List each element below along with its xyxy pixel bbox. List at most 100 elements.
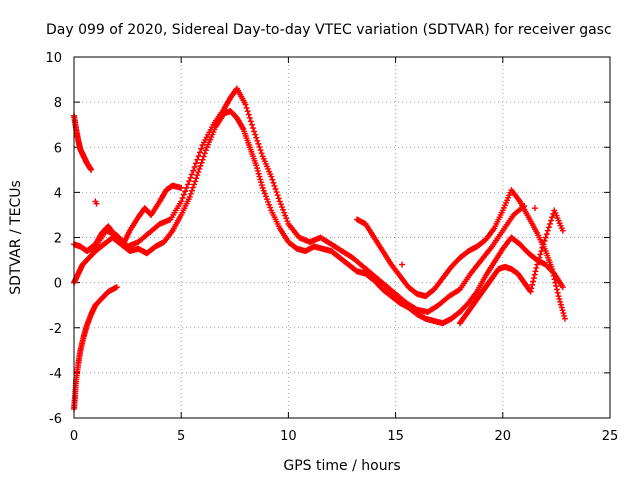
data-point bbox=[561, 312, 568, 319]
data-point bbox=[254, 137, 261, 144]
data-point bbox=[282, 212, 289, 219]
data-point bbox=[527, 288, 534, 295]
data-point bbox=[544, 227, 551, 234]
data-point bbox=[529, 281, 536, 288]
data-point bbox=[530, 278, 537, 285]
y-tick-label: 2 bbox=[54, 232, 62, 247]
data-point bbox=[280, 206, 287, 213]
data-point bbox=[549, 214, 556, 221]
data-point bbox=[201, 150, 208, 157]
data-point bbox=[268, 173, 275, 180]
data-point bbox=[539, 244, 546, 251]
data-point bbox=[281, 209, 288, 216]
series-isolated-points bbox=[92, 198, 538, 268]
data-point bbox=[550, 272, 557, 279]
data-point bbox=[258, 150, 265, 157]
x-axis-label: GPS time / hours bbox=[283, 458, 400, 474]
data-point bbox=[554, 289, 561, 296]
data-point bbox=[255, 170, 262, 177]
data-point bbox=[274, 192, 281, 199]
data-point bbox=[180, 191, 187, 198]
data-point bbox=[202, 147, 209, 154]
data-point bbox=[272, 185, 279, 192]
data-point bbox=[557, 298, 564, 305]
y-tick-label: 6 bbox=[54, 141, 62, 156]
data-point bbox=[178, 198, 185, 205]
data-point bbox=[559, 307, 566, 314]
data-point bbox=[277, 201, 284, 208]
series-second-band bbox=[83, 85, 528, 315]
data-point bbox=[549, 266, 556, 273]
data-point bbox=[184, 181, 191, 188]
data-point bbox=[536, 254, 543, 261]
data-point bbox=[528, 285, 535, 292]
plot-frame bbox=[73, 56, 611, 419]
data-point bbox=[261, 190, 268, 197]
data-point bbox=[545, 224, 552, 231]
data-point bbox=[532, 268, 539, 275]
x-tick-label: 15 bbox=[387, 429, 404, 444]
x-tick-label: 20 bbox=[495, 429, 512, 444]
data-point bbox=[257, 176, 264, 183]
y-axis-label: SDTVAR / TECUs bbox=[8, 180, 24, 295]
data-point bbox=[551, 276, 558, 283]
data-point bbox=[531, 205, 538, 212]
data-point bbox=[538, 248, 545, 255]
data-point bbox=[248, 121, 255, 128]
x-tick-label: 10 bbox=[280, 429, 297, 444]
data-point bbox=[273, 189, 280, 196]
data-point bbox=[561, 315, 568, 322]
data-point bbox=[560, 310, 567, 317]
data-point bbox=[188, 171, 195, 178]
y-tick-label: 4 bbox=[54, 186, 62, 201]
data-point bbox=[262, 193, 269, 200]
data-point bbox=[194, 156, 201, 163]
data-point bbox=[543, 231, 550, 238]
series-main-trace bbox=[71, 108, 566, 327]
data-point bbox=[254, 165, 261, 172]
data-point bbox=[193, 175, 200, 182]
y-tick-label: 10 bbox=[45, 51, 62, 66]
data-point bbox=[559, 284, 566, 291]
data-point bbox=[199, 156, 206, 163]
data-point bbox=[546, 220, 553, 227]
data-point bbox=[266, 201, 273, 208]
y-tick-label: 0 bbox=[54, 277, 62, 292]
data-point bbox=[195, 152, 202, 159]
data-point bbox=[186, 193, 193, 200]
data-point bbox=[113, 284, 120, 291]
data-point bbox=[178, 184, 185, 191]
data-point bbox=[244, 108, 251, 115]
data-point bbox=[269, 176, 276, 183]
x-tick-label: 0 bbox=[70, 429, 78, 444]
x-tick-label: 25 bbox=[602, 429, 619, 444]
data-point bbox=[246, 114, 253, 121]
data-point bbox=[533, 264, 540, 271]
data-point bbox=[187, 190, 194, 197]
data-point bbox=[187, 174, 194, 181]
data-point bbox=[559, 227, 566, 234]
data-point bbox=[278, 204, 285, 211]
data-point bbox=[260, 187, 267, 194]
data-point bbox=[255, 140, 262, 147]
data-point bbox=[275, 195, 282, 202]
data-point bbox=[250, 125, 257, 132]
data-point bbox=[200, 153, 207, 160]
data-point bbox=[534, 261, 541, 268]
data-point bbox=[251, 128, 258, 135]
data-point bbox=[253, 134, 260, 141]
data-point bbox=[198, 145, 205, 152]
data-point bbox=[257, 147, 264, 154]
data-point bbox=[537, 251, 544, 258]
y-tick-label: -4 bbox=[49, 367, 62, 382]
data-point bbox=[197, 162, 204, 169]
data-point bbox=[186, 178, 193, 185]
data-point bbox=[198, 159, 205, 166]
data-point bbox=[196, 165, 203, 172]
data-point bbox=[399, 261, 406, 268]
data-point bbox=[179, 195, 186, 202]
series-afternoon-loops bbox=[354, 187, 568, 322]
data-point bbox=[558, 304, 565, 311]
data-point bbox=[88, 166, 95, 173]
